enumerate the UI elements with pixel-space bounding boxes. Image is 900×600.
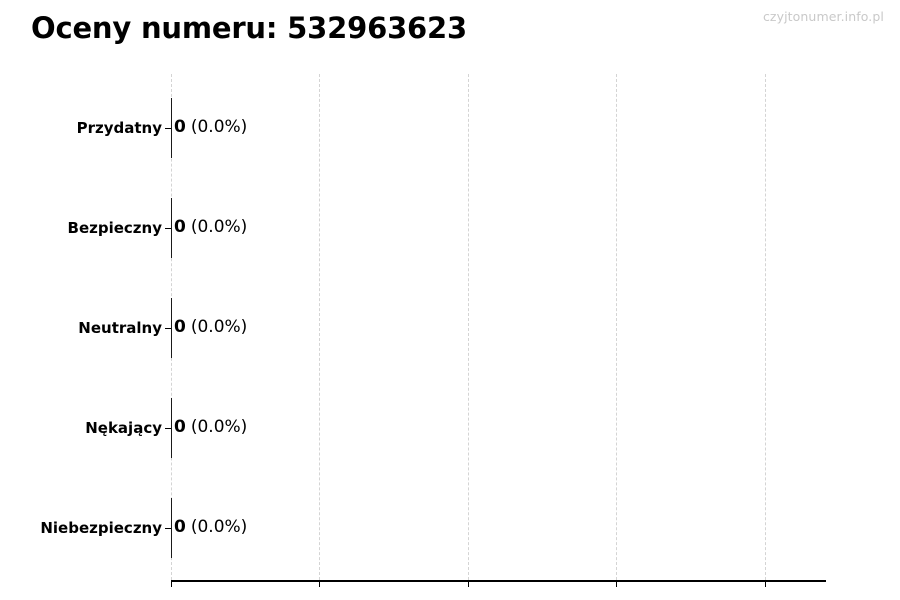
bar-1 <box>171 198 172 258</box>
site-watermark: czyjtonumer.info.pl <box>762 9 884 24</box>
y-tick-3 <box>165 428 171 429</box>
y-tick-1 <box>165 228 171 229</box>
bar-value-1: 0 (0.0%) <box>174 216 247 238</box>
bar-value-percent-4: (0.0%) <box>190 517 248 537</box>
category-label-1: Bezpieczny <box>67 219 162 237</box>
category-label-3: Nękający <box>85 419 162 437</box>
x-tick-3 <box>616 581 617 587</box>
gridline-3 <box>616 74 617 580</box>
bar-2 <box>171 298 172 358</box>
x-tick-1 <box>319 581 320 587</box>
category-label-2: Neutralny <box>78 319 162 337</box>
x-axis <box>171 580 826 582</box>
category-label-4: Niebezpieczny <box>40 519 162 537</box>
page-title: Oceny numeru: 532963623 <box>31 11 467 45</box>
bar-value-percent-1: (0.0%) <box>190 217 248 237</box>
bar-value-number-0: 0 <box>174 117 186 137</box>
bar-value-percent-3: (0.0%) <box>190 417 248 437</box>
x-tick-0 <box>171 581 172 587</box>
bar-value-number-2: 0 <box>174 317 186 337</box>
bar-value-3: 0 (0.0%) <box>174 416 247 438</box>
y-tick-4 <box>165 528 171 529</box>
bar-4 <box>171 498 172 558</box>
bar-0 <box>171 98 172 158</box>
bar-3 <box>171 398 172 458</box>
bar-value-4: 0 (0.0%) <box>174 516 247 538</box>
y-tick-0 <box>165 128 171 129</box>
y-tick-2 <box>165 328 171 329</box>
bar-value-number-4: 0 <box>174 517 186 537</box>
bar-value-percent-0: (0.0%) <box>190 117 248 137</box>
bar-value-2: 0 (0.0%) <box>174 316 247 338</box>
x-tick-2 <box>468 581 469 587</box>
gridline-4 <box>765 74 766 580</box>
plot-area <box>171 74 826 580</box>
bar-value-percent-2: (0.0%) <box>190 317 248 337</box>
gridline-1 <box>319 74 320 580</box>
bar-value-0: 0 (0.0%) <box>174 116 247 138</box>
bar-value-number-1: 0 <box>174 217 186 237</box>
bar-value-number-3: 0 <box>174 417 186 437</box>
gridline-2 <box>468 74 469 580</box>
category-label-0: Przydatny <box>76 119 162 137</box>
x-tick-4 <box>765 581 766 587</box>
